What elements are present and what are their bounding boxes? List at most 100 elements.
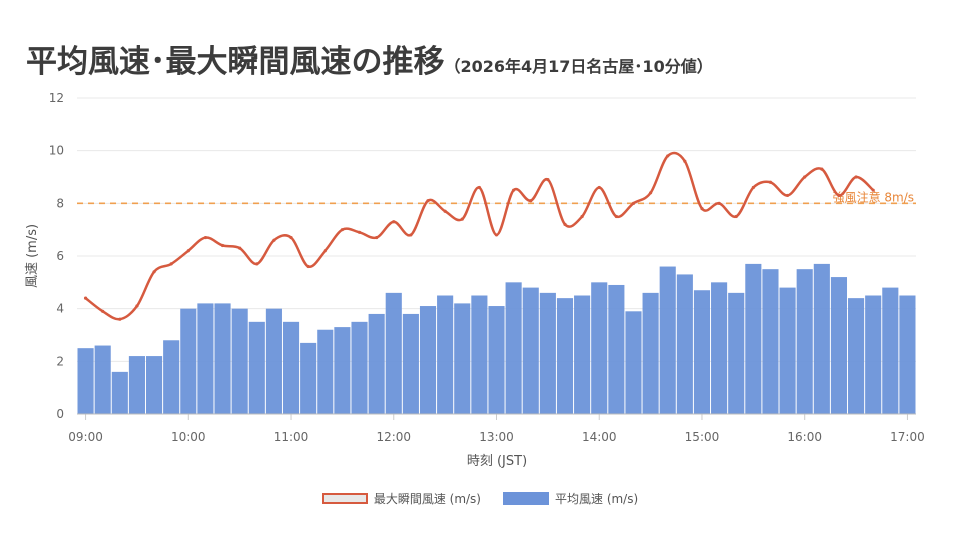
max-gust-point [854, 175, 858, 179]
x-tick-label: 14:00 [582, 430, 617, 444]
y-tick-label: 2 [56, 354, 64, 368]
max-gust-point [683, 159, 687, 163]
avg-wind-bar [556, 298, 574, 414]
max-gust-point [272, 238, 276, 242]
avg-wind-bar [882, 287, 899, 414]
y-tick-label: 6 [56, 249, 64, 263]
avg-wind-bar [180, 308, 197, 414]
max-gust-point [837, 193, 841, 198]
legend-item-max-gust[interactable]: 最大瞬間風速 (m/s) [321, 490, 481, 507]
max-gust-point [803, 175, 807, 179]
avg-wind-bar [94, 345, 111, 414]
avg-wind-bar [437, 295, 454, 414]
avg-wind-bar [471, 295, 488, 414]
max-gust-point [460, 217, 464, 221]
max-gust-point [426, 199, 430, 203]
max-gust-point [255, 262, 259, 266]
x-tick-label: 12:00 [376, 430, 411, 444]
x-tick-label: 09:00 [68, 430, 103, 444]
max-gust-point [238, 246, 242, 250]
max-gust-point [357, 230, 362, 234]
legend-swatch-bar [503, 492, 549, 505]
avg-wind-bar [693, 290, 711, 414]
max-gust-point [118, 317, 122, 321]
avg-wind-bar [163, 340, 180, 414]
max-gust-point [614, 214, 618, 219]
max-gust-point [186, 249, 190, 253]
x-axis-label: 時刻 (JST) [467, 454, 527, 469]
max-gust-point [83, 296, 88, 300]
y-tick-label: 0 [56, 407, 64, 421]
legend-label-max-gust: 最大瞬間風速 (m/s) [373, 492, 481, 506]
avg-wind-bar [830, 277, 848, 414]
avg-wind-bar [334, 327, 351, 414]
avg-wind-bar [419, 306, 437, 414]
avg-wind-bar [282, 321, 300, 414]
avg-wind-bar [197, 303, 214, 414]
x-tick-label: 13:00 [479, 430, 514, 444]
max-gust-point [529, 199, 533, 203]
y-tick-label: 12 [49, 91, 64, 105]
line-series [83, 151, 875, 321]
y-axis-label: 風速 (m/s) [25, 224, 40, 288]
chart-title-sub: （2026年4月17日名古屋･10分値） [444, 57, 713, 76]
avg-wind-bar [625, 311, 642, 414]
max-gust-point [323, 249, 327, 253]
max-gust-point [375, 235, 379, 240]
chart-title-main: 平均風速･最大瞬間風速の推移 [26, 44, 445, 80]
avg-wind-bar [214, 303, 231, 414]
max-gust-point [649, 191, 653, 195]
avg-wind-bar [145, 356, 163, 414]
avg-wind-bar [402, 313, 419, 414]
max-gust-point [597, 185, 601, 190]
avg-wind-bar [779, 287, 796, 414]
legend-item-avg-wind[interactable]: 平均風速 (m/s) [503, 490, 638, 507]
avg-wind-bar [128, 356, 145, 414]
max-gust-point [512, 188, 516, 192]
x-tick-label: 10:00 [171, 430, 206, 444]
max-gust-point [666, 154, 670, 158]
bar-series [77, 263, 916, 414]
max-gust-point [631, 201, 636, 205]
reference-line-group: 強風注意 8m/s [77, 189, 916, 204]
x-tick-label: 16:00 [787, 430, 822, 444]
y-tick-label: 4 [56, 302, 64, 316]
avg-wind-bar [351, 321, 368, 414]
max-gust-point [785, 193, 790, 198]
avg-wind-bar [899, 295, 916, 414]
avg-wind-bar [848, 298, 865, 414]
max-gust-point [546, 178, 550, 182]
max-gust-point [494, 233, 499, 237]
avg-wind-bar [488, 306, 505, 414]
x-tick-label: 11:00 [274, 430, 309, 444]
avg-wind-bar [813, 263, 830, 414]
avg-wind-bar [574, 295, 591, 414]
x-tick-label: 15:00 [685, 430, 720, 444]
legend-label-avg-wind: 平均風速 (m/s) [555, 492, 639, 506]
max-gust-point [768, 180, 773, 184]
avg-wind-bar [659, 266, 676, 414]
max-gust-point [101, 309, 105, 313]
max-gust-point [340, 228, 344, 232]
avg-wind-bar [676, 274, 693, 414]
avg-wind-bar [300, 342, 317, 414]
max-gust-point [563, 222, 567, 226]
max-gust-point [700, 207, 704, 211]
max-gust-point [820, 167, 824, 171]
avg-wind-bar [77, 348, 94, 414]
avg-wind-bar [591, 282, 608, 414]
max-gust-point [477, 185, 481, 190]
max-gust-point [306, 264, 310, 269]
legend-swatch-line [321, 493, 368, 504]
max-gust-point [443, 209, 447, 213]
max-gust-point [169, 262, 173, 266]
avg-wind-bar [762, 269, 779, 414]
max-gust-point [203, 235, 208, 240]
max-gust-point [734, 214, 738, 219]
avg-wind-bar [111, 371, 128, 414]
avg-wind-bar [728, 292, 745, 414]
reference-line-label: 強風注意 8m/s [833, 189, 914, 204]
avg-wind-bar [454, 303, 471, 414]
avg-wind-bar [505, 282, 522, 414]
max-gust-point [220, 243, 225, 248]
